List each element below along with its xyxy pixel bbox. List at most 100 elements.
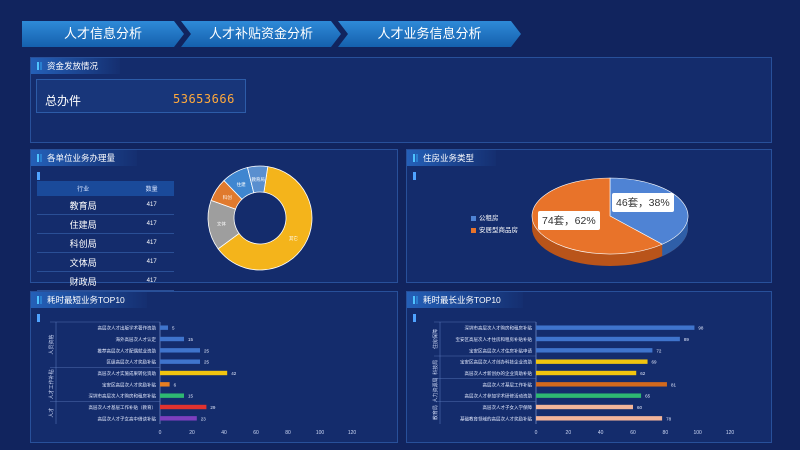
bar-category-label: 宝安区高层次人才创办科技企业资助: [460, 359, 532, 366]
unit-count: 417: [129, 252, 174, 272]
donut-slice: [247, 165, 269, 194]
donut-slice-label: 科创: [223, 194, 232, 201]
bar: [536, 382, 667, 387]
total-cases-label: 总办件: [45, 94, 82, 108]
x-tick-label: 80: [285, 430, 291, 436]
longest-panel-title: 耗时最长业务TOP10: [407, 292, 523, 308]
legend-swatch: [471, 227, 476, 233]
x-tick-label: 40: [221, 430, 227, 436]
funds-panel-title: 资金发放情况: [31, 58, 121, 74]
x-tick-label: 20: [566, 430, 572, 436]
unit-name: 教育局: [37, 196, 130, 215]
bar: [536, 325, 695, 330]
table-row: 文体局 417: [37, 252, 174, 272]
accent-bar: [37, 314, 40, 322]
bar-category-label: 高层次人才基层工作补贴: [483, 381, 533, 388]
bar: [160, 359, 200, 364]
bar-value-label: 23: [201, 416, 207, 421]
group-label: 人力资源局: [432, 377, 439, 402]
bar: [160, 325, 168, 330]
group-label: 教育局: [432, 405, 439, 420]
bar-value-label: 72: [656, 348, 662, 353]
bar-category-label: 高层次人才实施成果转化资助: [98, 370, 157, 377]
bar-value-label: 69: [652, 360, 658, 365]
x-tick-label: 0: [159, 430, 162, 436]
bar-value-label: 15: [188, 337, 194, 342]
bar: [160, 393, 184, 398]
tab-subsidy-funds[interactable]: 人才补贴资金分析: [181, 21, 341, 47]
table-header-industry: 行业: [37, 181, 130, 196]
bar-category-label: 高层次人才参加学术研修活动资助: [465, 393, 533, 400]
bar-value-label: 98: [698, 326, 704, 331]
unit-name: 财政局: [37, 271, 130, 291]
x-tick-label: 120: [726, 430, 735, 436]
unit-count: 417: [129, 271, 174, 291]
x-tick-label: 80: [663, 430, 669, 436]
bar-category-label: 推荐高层次人才配偶就业资助: [98, 347, 157, 354]
bar-category-label: 高层次人才基层工作补贴（教育）: [89, 404, 157, 411]
donut-slice-label: 教育局: [251, 176, 265, 183]
unit-name: 文体局: [37, 252, 130, 272]
group-label: 人员资格: [48, 335, 55, 355]
legend-label: 公租房: [479, 215, 499, 222]
units-panel-title: 各单位业务办理量: [31, 150, 138, 166]
group-label: 住房保障: [432, 329, 439, 349]
x-tick-label: 60: [253, 430, 259, 436]
bar: [160, 382, 170, 387]
housing-panel-title: 住房业务类型: [407, 150, 497, 166]
bar: [160, 404, 207, 410]
legend-public-housing: 公租房: [471, 212, 499, 222]
table-row: 住建局 417: [37, 214, 174, 234]
accent-bar: [413, 314, 416, 322]
pie-depth-affordable: [532, 216, 688, 266]
bar-value-label: 78: [666, 416, 672, 421]
bar-value-label: 6: [174, 382, 177, 387]
bar: [536, 359, 648, 364]
bar: [536, 416, 663, 421]
bar: [160, 416, 197, 421]
legend-label: 安居型商品房: [479, 227, 518, 234]
bar-value-label: 25: [204, 348, 210, 353]
bar-category-label: 宝安区高层次人才住房补贴申请: [469, 347, 532, 354]
bar: [536, 404, 633, 410]
shortest-panel: 耗时最短业务TOP10: [30, 291, 398, 443]
bar-value-label: 29: [210, 405, 216, 410]
bar-category-label: 高层次人才子女高中借读补贴: [98, 415, 157, 422]
units-table: 行业 数量 教育局 417 住建局 417 科创局 417 文体局 417 财政局 417: [37, 181, 174, 291]
bar-category-label: 高层次人才出版学术著作资助: [98, 325, 157, 332]
donut-slice-label: 住建: [237, 181, 246, 188]
x-tick-label: 20: [189, 430, 195, 436]
bar-category-label: 宝安区高层次人才住房和租房补贴补贴: [456, 336, 533, 343]
legend-affordable-housing: 安居型商品房: [471, 224, 518, 234]
bar-value-label: 5: [172, 326, 175, 331]
bar-category-label: 高层次人才新创办的企业资助补贴: [465, 370, 533, 377]
bar: [160, 336, 184, 342]
bar-category-label: 区级高层次人才奖励补贴: [107, 359, 157, 366]
bar-value-label: 42: [231, 371, 237, 376]
table-row: 科创局 417: [37, 233, 174, 253]
bar-category-label: 高层次人才子女入学保障: [483, 404, 533, 411]
bar: [160, 370, 228, 376]
x-tick-label: 60: [630, 430, 636, 436]
bar-category-label: 基础教育领域的高层次人才奖励补贴: [460, 415, 532, 422]
x-tick-label: 100: [316, 430, 325, 436]
longest-panel: 耗时最长业务TOP10: [406, 291, 772, 443]
accent-bar: [37, 172, 40, 180]
group-label: 人才: [48, 408, 55, 418]
bar-value-label: 25: [204, 360, 210, 365]
unit-count: 417: [129, 233, 174, 253]
unit-count: 417: [129, 214, 174, 234]
table-row: 财政局 417: [37, 271, 174, 291]
bar: [160, 348, 200, 353]
pie-depth-public: [662, 216, 688, 257]
unit-count: 417: [129, 196, 174, 215]
pie-label-public: 46套，38%: [612, 193, 674, 212]
tab-business-info[interactable]: 人才业务信息分析: [338, 21, 521, 47]
legend-swatch: [471, 215, 476, 221]
tab-talent-info[interactable]: 人才信息分析: [22, 21, 184, 47]
unit-name: 住建局: [37, 214, 130, 234]
x-tick-label: 0: [535, 430, 538, 436]
bar-value-label: 62: [640, 371, 646, 376]
